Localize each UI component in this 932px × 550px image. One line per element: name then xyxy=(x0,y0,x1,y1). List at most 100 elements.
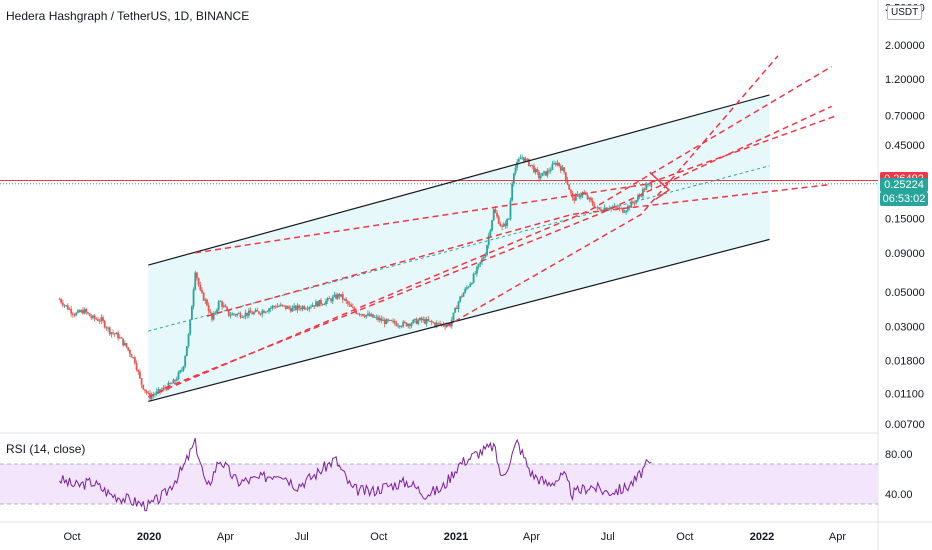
candle-body xyxy=(333,294,336,297)
candle-body xyxy=(273,306,275,307)
candle-body xyxy=(454,307,457,313)
candle-body xyxy=(390,320,393,321)
candle-body xyxy=(450,319,453,327)
candle-body xyxy=(541,172,544,177)
candle-body xyxy=(110,332,113,335)
candle-body xyxy=(410,323,413,327)
rsi-panel: 80.00 40.00 xyxy=(0,437,913,512)
candle-body xyxy=(539,176,542,179)
channel-area xyxy=(148,94,770,402)
candle-body xyxy=(414,318,416,320)
candle-body xyxy=(647,183,649,185)
candle-body xyxy=(237,313,240,315)
candle-body xyxy=(385,319,388,325)
candle-body xyxy=(595,207,597,209)
candle-body xyxy=(85,309,88,313)
price-tick-label: 0.01100 xyxy=(885,389,924,401)
candle-body xyxy=(81,310,84,314)
candle-body xyxy=(351,306,354,308)
candle-body xyxy=(544,171,547,176)
candle-body xyxy=(128,350,131,355)
candle-body xyxy=(305,308,307,310)
candle-body xyxy=(556,162,559,165)
candle-body xyxy=(506,219,509,226)
candle-body xyxy=(145,390,148,393)
candle-body xyxy=(125,343,128,348)
candle-body xyxy=(202,292,205,301)
candle-body xyxy=(182,366,185,371)
candle-body xyxy=(382,319,384,321)
candle-body xyxy=(338,294,341,297)
candle-body xyxy=(162,387,165,390)
candle-body xyxy=(180,370,183,372)
candle-body xyxy=(137,369,140,372)
candle-body xyxy=(346,301,349,304)
candle-body xyxy=(591,200,594,205)
candle-body xyxy=(97,319,99,321)
candle-body xyxy=(471,282,473,285)
candle-body xyxy=(236,313,239,316)
candle-body xyxy=(356,313,359,315)
candle-body xyxy=(633,202,636,204)
candle-body xyxy=(496,212,498,217)
candle-body xyxy=(576,194,579,195)
price-tick-label: 0.01800 xyxy=(885,356,925,368)
candle-body xyxy=(251,312,254,315)
time-tick-label: 2020 xyxy=(137,531,161,543)
candle-body xyxy=(553,163,555,165)
candle-body xyxy=(580,195,582,198)
candle-body xyxy=(372,314,374,318)
candle-body xyxy=(417,320,420,324)
time-tick-label: Oct xyxy=(370,531,387,543)
countdown-tag: 06:53:02 xyxy=(880,191,928,206)
candle-body xyxy=(408,324,411,327)
candle-body xyxy=(538,171,540,179)
candle-body xyxy=(263,310,265,313)
time-tick-label: Jul xyxy=(601,531,615,543)
candle-body xyxy=(132,357,135,359)
chart-title: Hedera Hashgraph / TetherUS, 1D, BINANCE xyxy=(6,9,250,23)
candle-body xyxy=(155,391,158,395)
candle-body xyxy=(616,207,619,209)
candle-body xyxy=(637,196,639,201)
candle-body xyxy=(362,314,364,316)
candle-body xyxy=(248,310,250,316)
price-tick-label: 0.15000 xyxy=(885,214,925,226)
candle-body xyxy=(494,209,497,213)
unit-badge[interactable]: USDT xyxy=(887,5,923,20)
candle-body xyxy=(318,300,321,307)
candle-body xyxy=(474,273,477,275)
price-tick-label: 0.05000 xyxy=(885,287,925,299)
candle-body xyxy=(546,170,549,176)
candle-body xyxy=(68,308,71,310)
candle-body xyxy=(457,301,460,310)
candle-body xyxy=(115,332,118,335)
candle-body xyxy=(142,384,145,390)
candle-body xyxy=(253,312,255,315)
candle-body xyxy=(504,223,507,226)
candle-body xyxy=(196,272,198,279)
channel-fill xyxy=(148,94,770,402)
candle-body xyxy=(120,337,123,339)
candle-body xyxy=(596,207,599,209)
candle-body xyxy=(511,183,514,201)
candle-body xyxy=(219,301,222,303)
candle-body xyxy=(261,310,264,315)
candle-body xyxy=(412,319,415,324)
candle-body xyxy=(638,195,641,197)
candle-body xyxy=(512,173,515,184)
candle-body xyxy=(174,379,177,381)
candle-body xyxy=(502,223,505,227)
candle-body xyxy=(603,207,606,212)
candle-body xyxy=(175,379,178,381)
candle-body xyxy=(340,294,343,297)
candle-body xyxy=(499,223,502,227)
candle-body xyxy=(360,314,363,316)
candle-body xyxy=(569,189,572,193)
candle-body xyxy=(585,193,587,195)
candle-body xyxy=(400,326,403,328)
candle-body xyxy=(92,315,94,318)
candle-body xyxy=(87,312,89,314)
candle-body xyxy=(479,261,482,264)
